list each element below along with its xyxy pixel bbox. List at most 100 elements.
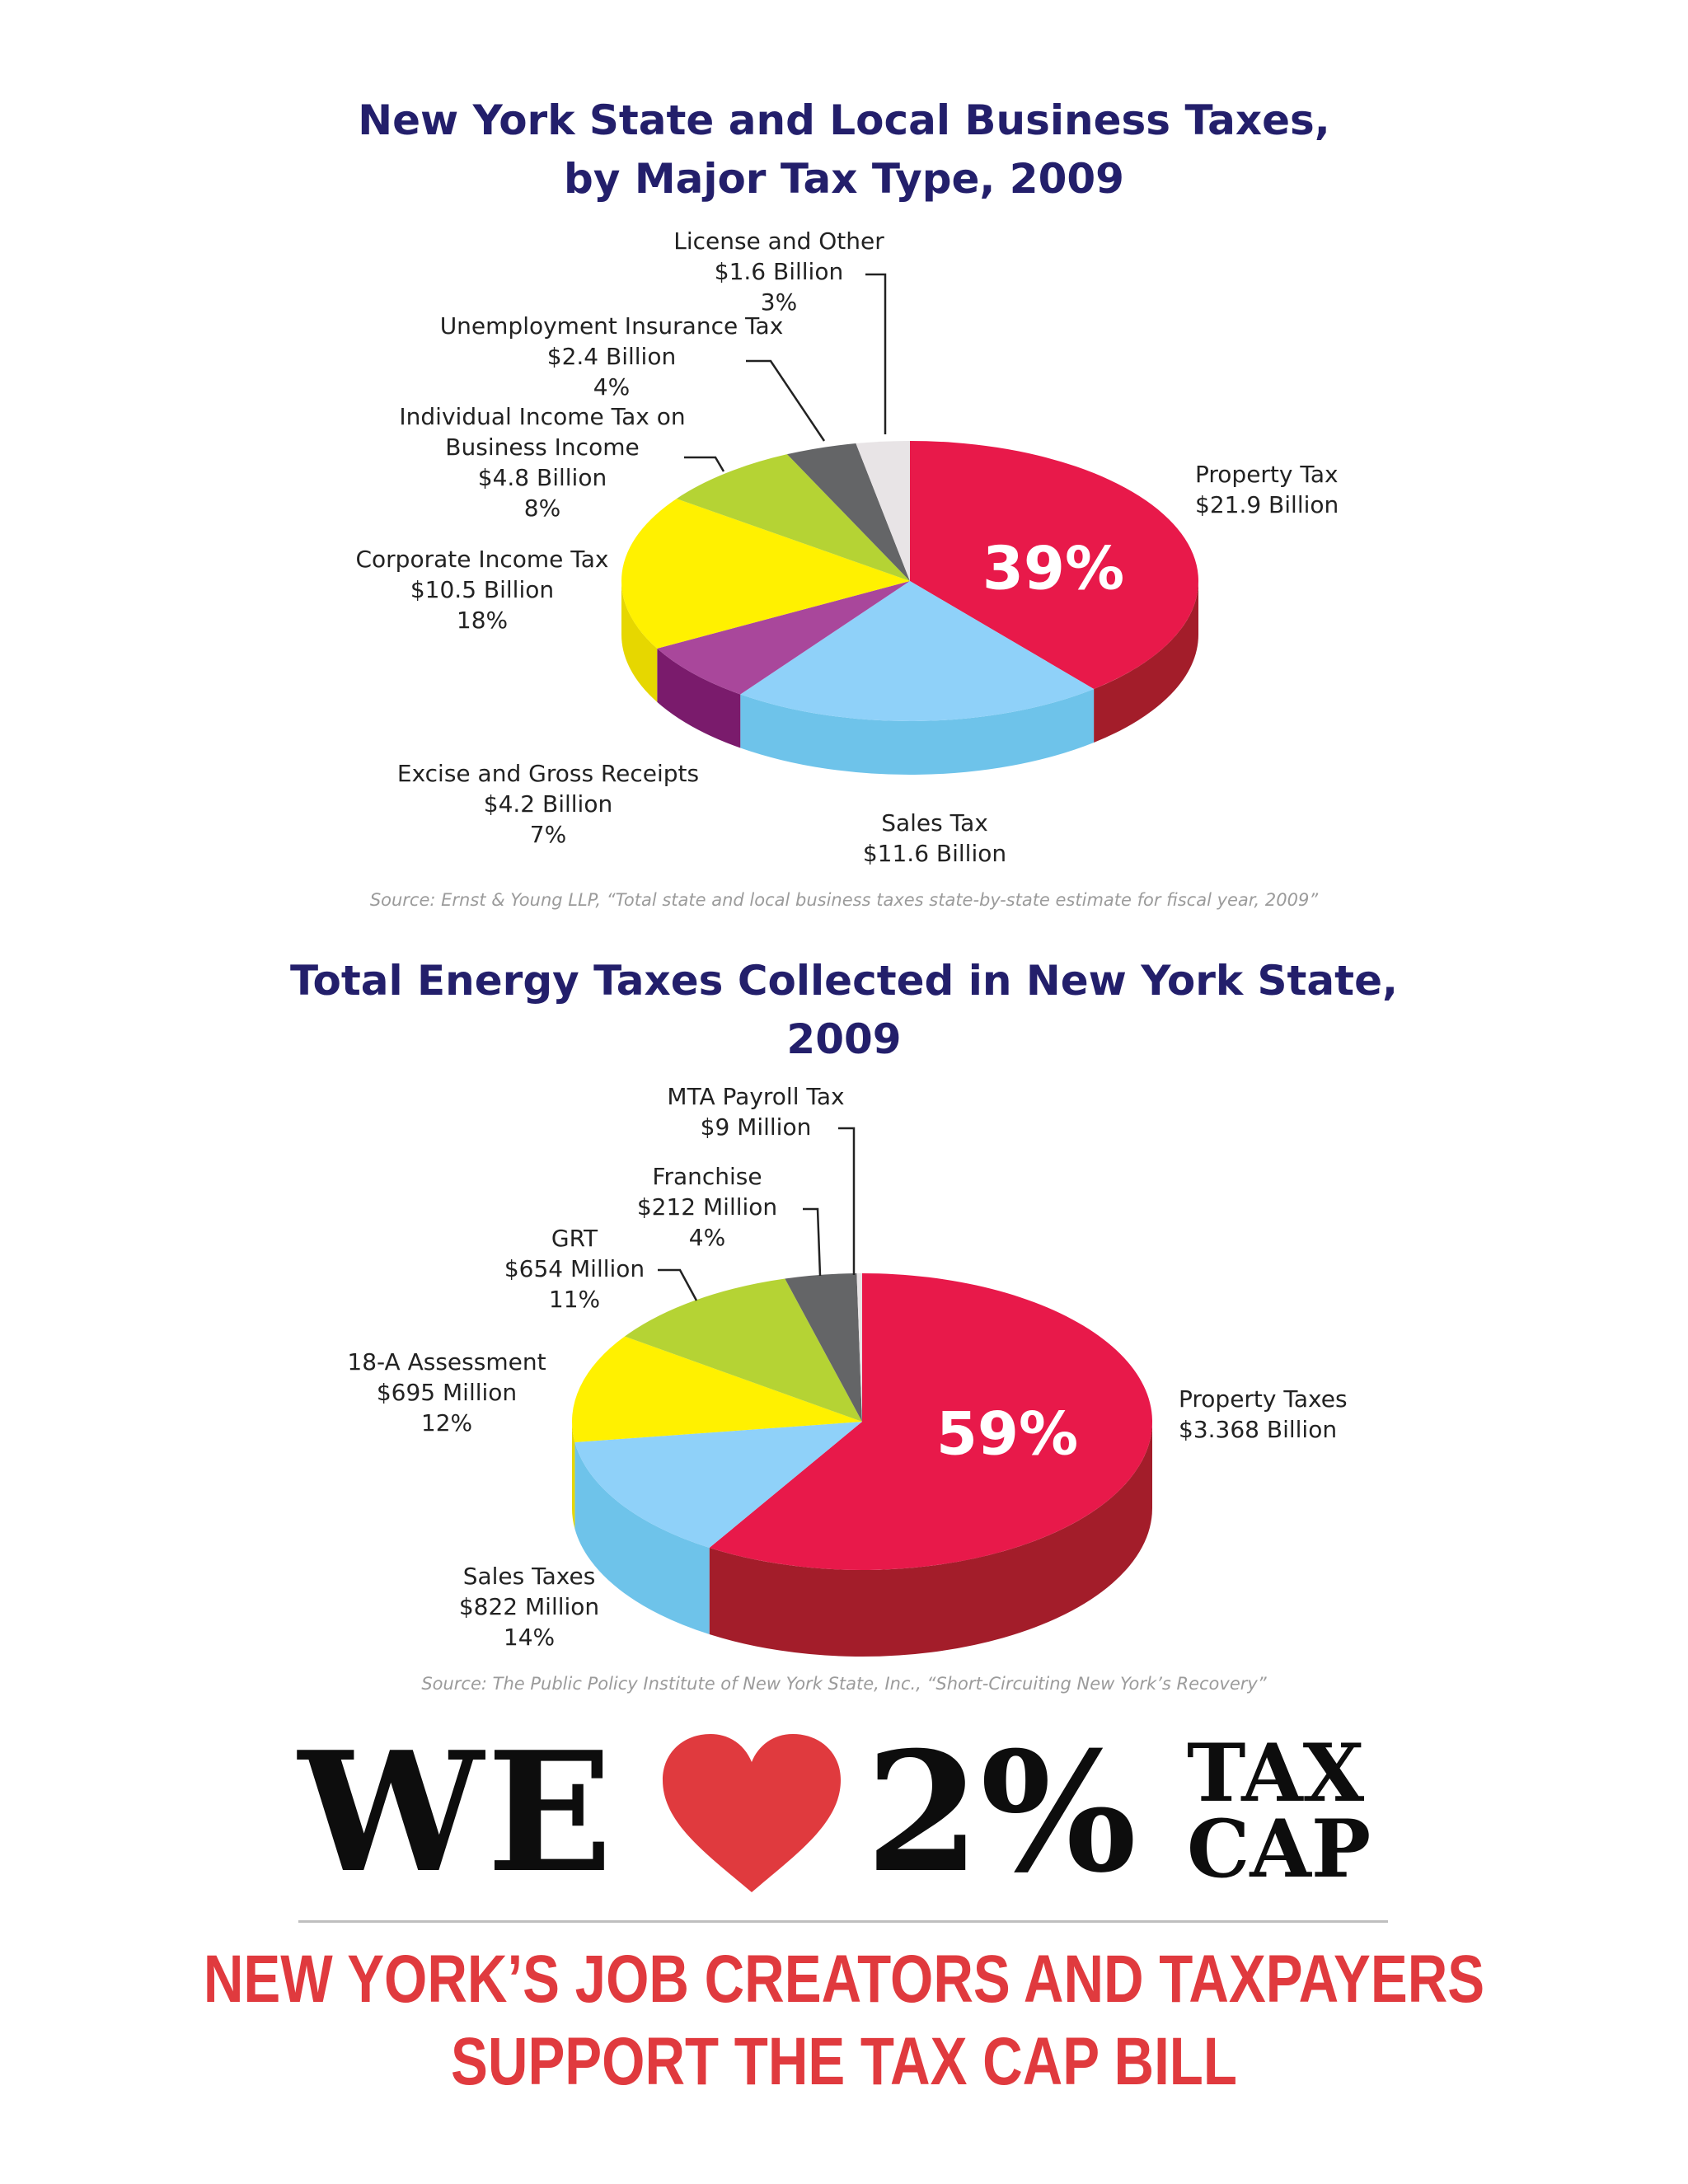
slice-label-sales-taxes: Sales Taxes $822 Million 14% [459, 1563, 599, 1651]
pie-slice-franchise [785, 1273, 862, 1422]
chart-2-title-line-1: Total Energy Taxes Collected in New York… [290, 957, 1398, 1005]
chart-2-title: Total Energy Taxes Collected in New York… [0, 952, 1688, 1069]
pie-slice-unemployment-insurance-tax [786, 443, 910, 581]
banner-tax-word: TAX [1187, 1727, 1365, 1820]
pie-slice-excise-and-gross-receipts [657, 581, 910, 695]
slice-label-line: 14% [504, 1624, 555, 1651]
slice-label-18-a-assessment: 18-A Assessment $695 Million 12% [347, 1348, 546, 1436]
slice-label-line: 18% [457, 607, 508, 634]
slice-label-line: Franchise [652, 1163, 762, 1190]
leader-line [684, 456, 725, 472]
slice-label-corporate-income-tax: Corporate Income Tax $10.5 Billion 18% [355, 546, 608, 634]
pie-side-sales-tax [740, 688, 1095, 775]
slice-label-line: $4.8 Billion [478, 464, 607, 491]
chart-1-source: Source: Ernst & Young LLP, “Total state … [369, 890, 1319, 910]
slice-label-line: 12% [421, 1409, 472, 1436]
banner-cap-word: CAP [1187, 1802, 1372, 1896]
slice-label-line: 3% [761, 288, 797, 316]
energy-taxes-pie-chart: 59% Property Taxes $3.368 Billion Sales Tax… [347, 1083, 1348, 1657]
slice-label-line: $21.9 Billion [1195, 491, 1339, 518]
slice-label-line: 7% [530, 821, 566, 848]
pie-side-walls [572, 1422, 1152, 1657]
slice-label-line: $654 Million [504, 1255, 645, 1282]
slice-label-line: $695 Million [377, 1379, 517, 1406]
slice-label-line: $3.368 Billion [1179, 1416, 1337, 1443]
slice-label-line: License and Other [673, 227, 884, 255]
slice-label-line: $822 Million [459, 1593, 599, 1620]
pie-slice-license-and-other [856, 441, 910, 581]
leader-line [865, 273, 887, 434]
slice-label-line: 4% [689, 1224, 725, 1251]
slice-label-line: Business Income [445, 434, 639, 461]
pie-slice-mta-payroll-tax [856, 1273, 862, 1422]
slice-label-franchise: Franchise $212 Million 4% [637, 1163, 822, 1277]
pie-side-walls [621, 581, 1198, 775]
pie-side-corporate-income-tax [621, 581, 658, 702]
leader-line [803, 1207, 822, 1277]
slice-label-grt: GRT $654 Million 11% [504, 1225, 698, 1313]
slice-label-line: Property Taxes [1179, 1385, 1348, 1413]
slice-label-sales-tax: Sales Tax $11.6 Billion [863, 809, 1006, 867]
pie-top-slices [571, 1273, 1153, 1570]
pie-top-slices [621, 441, 1198, 721]
slice-label-line: $212 Million [637, 1193, 777, 1221]
slice-label-line: Sales Tax [881, 809, 988, 837]
heart-icon [663, 1734, 841, 1892]
pie-side-property-taxes [709, 1422, 1152, 1657]
slogan-line-1: NEW YORK’S JOB CREATORS AND TAXPAYERS [203, 1942, 1485, 2017]
leader-line [658, 1268, 698, 1301]
slice-label-line: GRT [551, 1225, 598, 1252]
slice-label-line: 18-A Assessment [347, 1348, 546, 1376]
slogan-line-2: SUPPORT THE TAX CAP BILL [451, 2024, 1237, 2099]
slice-label-line: $11.6 Billion [863, 840, 1006, 867]
leader-line [838, 1127, 856, 1275]
chart-2-source: Source: The Public Policy Institute of N… [421, 1674, 1267, 1694]
chart-1-title-line-2: by Major Tax Type, 2009 [564, 155, 1124, 203]
business-taxes-pie-chart: 39% Property Tax $21.9 Billion Sales Tax $11… [355, 227, 1339, 867]
slice-label-line: 4% [593, 373, 630, 401]
pie-side-excise-and-gross-receipts [657, 648, 741, 748]
slice-label-line: 11% [549, 1286, 600, 1313]
slice-label-line: $10.5 Billion [410, 576, 554, 603]
pie-slice-18-a-assessment [571, 1336, 862, 1443]
slice-label-license-and-other: License and Other $1.6 Billion 3% [673, 227, 887, 434]
slice-label-line: Corporate Income Tax [355, 546, 608, 573]
slice-label-line: $2.4 Billion [547, 343, 676, 370]
chart-2-title-line-2: 2009 [786, 1015, 902, 1063]
slogan: NEW YORK’S JOB CREATORS AND TAXPAYERS SU… [152, 1938, 1536, 2103]
big-percent-label: 59% [936, 1399, 1078, 1469]
slice-label-line: $9 Million [701, 1113, 812, 1141]
pie-slice-individual-income-tax-on-business-income [676, 454, 910, 581]
pie-slice-property-taxes [709, 1273, 1153, 1570]
pie-slice-property-tax [910, 441, 1198, 689]
slice-label-individual-income-tax-on-business-income: Individual Income Tax on Business Income $… [399, 403, 725, 522]
pie-slice-grt [624, 1278, 862, 1422]
pie-slice-corporate-income-tax [621, 499, 910, 649]
slice-label-excise-and-gross-receipts: Excise and Gross Receipts $4.2 Billion 7% [397, 760, 699, 848]
slice-label-line: Unemployment Insurance Tax [440, 312, 784, 340]
pie-slice-sales-tax [740, 581, 1095, 721]
slice-label-line: Individual Income Tax on [399, 403, 685, 430]
banner-tax-cap: TAX CAP [1187, 1727, 1372, 1896]
slice-label-property-tax: Property Tax $21.9 Billion [1195, 461, 1339, 518]
slice-label-line: MTA Payroll Tax [667, 1083, 844, 1110]
pie-side-18-a-assessment [572, 1422, 575, 1530]
pie-side-sales-taxes [574, 1442, 710, 1635]
chart-1-title: New York State and Local Business Taxes,… [0, 91, 1688, 209]
slice-label-line: $4.2 Billion [484, 790, 612, 818]
banner-two-percent: 2% [865, 1716, 1137, 1910]
pie-side-property-tax [1094, 581, 1198, 743]
slice-label-line: $1.6 Billion [715, 258, 843, 285]
slice-label-mta-payroll-tax: MTA Payroll Tax $9 Million [667, 1083, 856, 1275]
pie-slice-sales-taxes [574, 1422, 862, 1549]
banner-we-text: WE [298, 1716, 617, 1910]
slice-label-line: Property Tax [1195, 461, 1339, 488]
slice-label-line: Excise and Gross Receipts [397, 760, 699, 787]
leader-line [746, 359, 826, 442]
slice-label-line: 8% [524, 494, 560, 522]
banner-divider [298, 1920, 1388, 1923]
slice-label-line: Sales Taxes [463, 1563, 596, 1590]
big-percent-label: 39% [982, 534, 1124, 603]
slice-label-property-taxes: Property Taxes $3.368 Billion [1179, 1385, 1348, 1443]
chart-1-title-line-1: New York State and Local Business Taxes, [358, 96, 1330, 144]
